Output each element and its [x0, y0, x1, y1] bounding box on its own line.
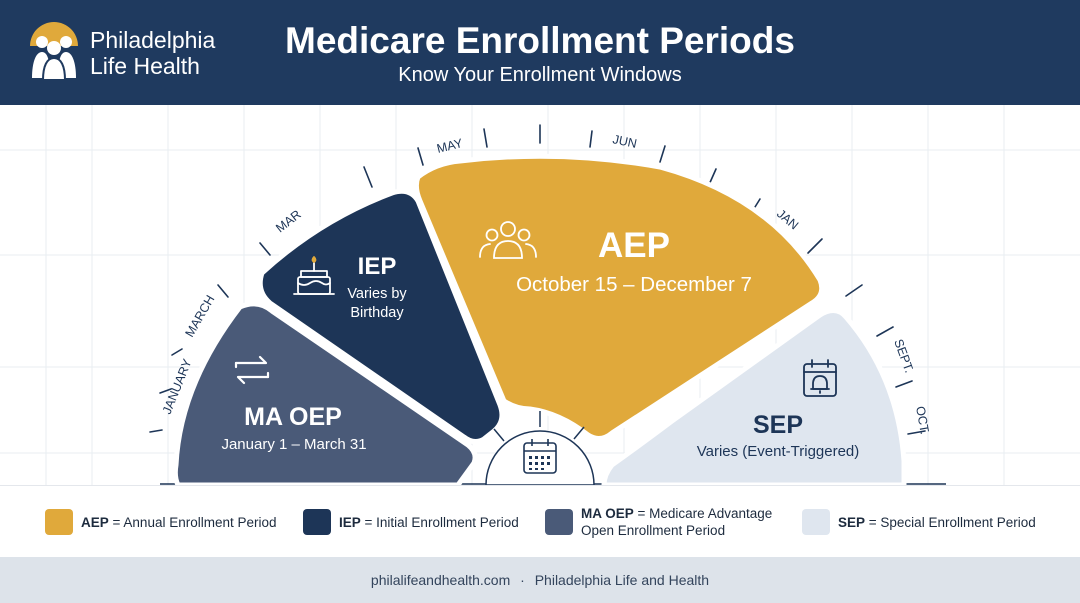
swap-arrows-icon	[234, 355, 270, 385]
iep-segment[interactable]	[257, 188, 505, 445]
legend-text-sep: SEP = Special Enrollment Period	[838, 514, 1036, 531]
legend-desc-ma-oep: = Medicare Advantage	[637, 506, 773, 521]
enrollment-diagram: JANUARY MARCH MAR MAY JUN JAN SEPT. OCT.	[0, 105, 1080, 485]
aep-segment[interactable]	[413, 153, 825, 441]
legend-item-sep: SEP = Special Enrollment Period	[802, 486, 1036, 558]
legend-text-aep: AEP = Annual Enrollment Period	[81, 514, 277, 531]
sep-segment[interactable]	[601, 308, 907, 485]
iep-detail-line-1: Varies by	[347, 286, 407, 302]
aep-detail: October 15 – December 7	[516, 273, 752, 296]
month-ticks	[149, 124, 926, 435]
month-label-oct: OCT.	[913, 405, 932, 435]
legend-swatch-aep	[45, 509, 73, 535]
brand-name: Philadelphia Life Health	[90, 27, 215, 79]
page-subtitle: Know Your Enrollment Windows	[398, 64, 682, 86]
header-bar: Philadelphia Life Health Medicare Enroll…	[0, 0, 1080, 105]
people-logo-icon	[30, 22, 78, 80]
diagram-canvas: JANUARY MARCH MAR MAY JUN JAN SEPT. OCT.	[0, 105, 1080, 485]
iep-title: IEP	[358, 253, 397, 280]
page-title: Medicare Enrollment Periods	[285, 20, 795, 61]
legend-abbr-sep: SEP	[838, 514, 866, 530]
legend-swatch-ma-oep	[545, 509, 573, 535]
iep-detail-line-2: Birthday	[350, 305, 404, 321]
month-label-sept: SEPT.	[891, 337, 916, 374]
legend-swatch-iep	[303, 509, 331, 535]
footer-site-link[interactable]: philalifeandhealth.com	[370, 572, 511, 588]
legend-abbr-iep: IEP	[339, 514, 361, 530]
brand-line-1: Philadelphia	[90, 27, 216, 53]
footer-separator: ·	[520, 572, 525, 588]
month-label-mar: MAR	[273, 207, 304, 235]
footer: philalifeandhealth.com · Philadelphia Li…	[0, 557, 1080, 603]
month-label-may: MAY	[435, 136, 464, 156]
legend-abbr-aep: AEP	[81, 514, 109, 530]
legend-desc-sep: = Special Enrollment Period	[868, 514, 1036, 530]
group-people-icon	[479, 221, 537, 259]
legend-abbr-ma-oep: MA OEP	[581, 506, 634, 521]
legend-text-iep: IEP = Initial Enrollment Period	[339, 514, 519, 531]
legend-desc-iep: = Initial Enrollment Period	[364, 514, 519, 530]
month-label-jun: JUN	[611, 132, 638, 151]
center-hub	[485, 411, 595, 485]
footer-org-name: Philadelphia Life and Health	[534, 572, 710, 588]
legend-text-ma-oep: MA OEP = Medicare Advantage Open Enrollm…	[581, 505, 772, 539]
legend-swatch-sep	[802, 509, 830, 535]
ma-oep-segment[interactable]	[172, 301, 478, 485]
brand-line-2: Life Health	[90, 53, 200, 79]
ma-oep-detail: January 1 – March 31	[221, 436, 366, 453]
calendar-grid-icon	[523, 439, 557, 474]
legend-item-ma-oep: MA OEP = Medicare Advantage Open Enrollm…	[545, 486, 772, 558]
legend: AEP = Annual Enrollment Period IEP = Ini…	[0, 485, 1080, 557]
legend-desc-ma-oep-line-2: Open Enrollment Period	[581, 523, 726, 538]
legend-item-aep: AEP = Annual Enrollment Period	[45, 486, 277, 558]
birthday-cake-icon	[293, 256, 335, 295]
sep-title: SEP	[753, 411, 803, 439]
calendar-bell-icon	[803, 359, 837, 397]
legend-desc-aep: = Annual Enrollment Period	[112, 514, 277, 530]
aep-title: AEP	[598, 226, 670, 265]
legend-item-iep: IEP = Initial Enrollment Period	[303, 486, 519, 558]
month-label-march: MARCH	[182, 293, 217, 340]
ma-oep-title: MA OEP	[244, 403, 342, 431]
sep-detail: Varies (Event-Triggered)	[697, 443, 860, 460]
